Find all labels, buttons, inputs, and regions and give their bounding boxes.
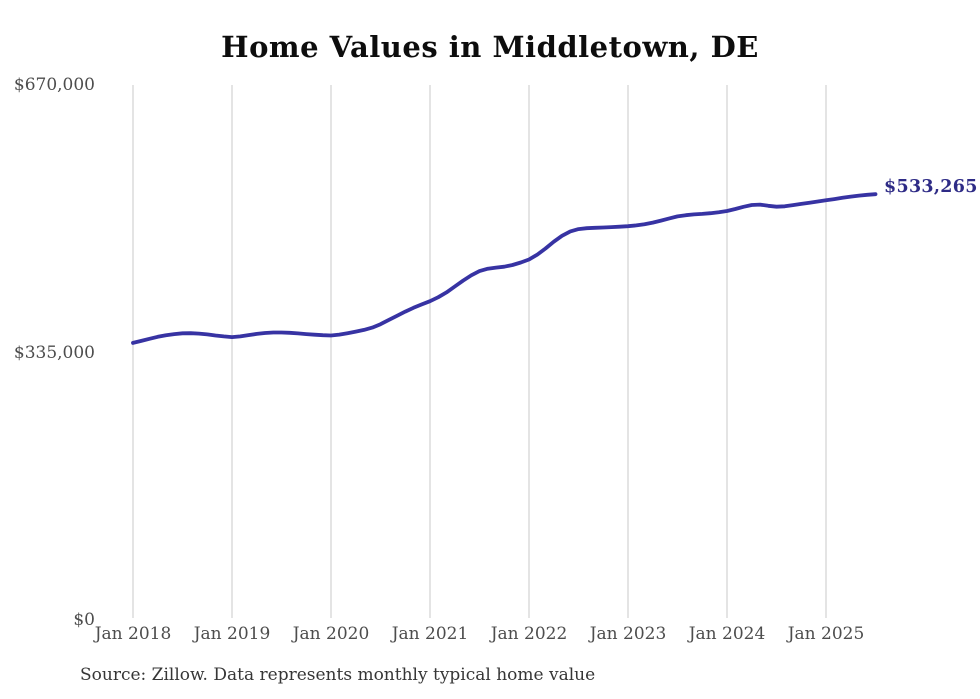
chart-title: Home Values in Middletown, DE <box>221 30 759 64</box>
gridline-group <box>132 85 827 618</box>
x-tick-label: Jan 2025 <box>787 624 865 644</box>
x-tick-label: Jan 2022 <box>490 624 568 644</box>
latest-value-label: $533,265 <box>884 177 978 197</box>
x-tick-label: Jan 2023 <box>589 624 667 644</box>
y-tick-label: $335,000 <box>13 342 95 363</box>
home-value-line <box>131 192 878 345</box>
x-tick-label: Jan 2020 <box>292 624 370 644</box>
y-tick-label: $670,000 <box>13 75 95 95</box>
x-tick-label: Jan 2021 <box>391 624 469 644</box>
x-tick-label: Jan 2018 <box>94 624 172 644</box>
y-tick-label: $0 <box>73 610 95 630</box>
source-note: Source: Zillow. Data represents monthly … <box>80 665 596 685</box>
x-tick-label: Jan 2019 <box>193 624 271 644</box>
x-tick-label: Jan 2024 <box>688 624 766 644</box>
